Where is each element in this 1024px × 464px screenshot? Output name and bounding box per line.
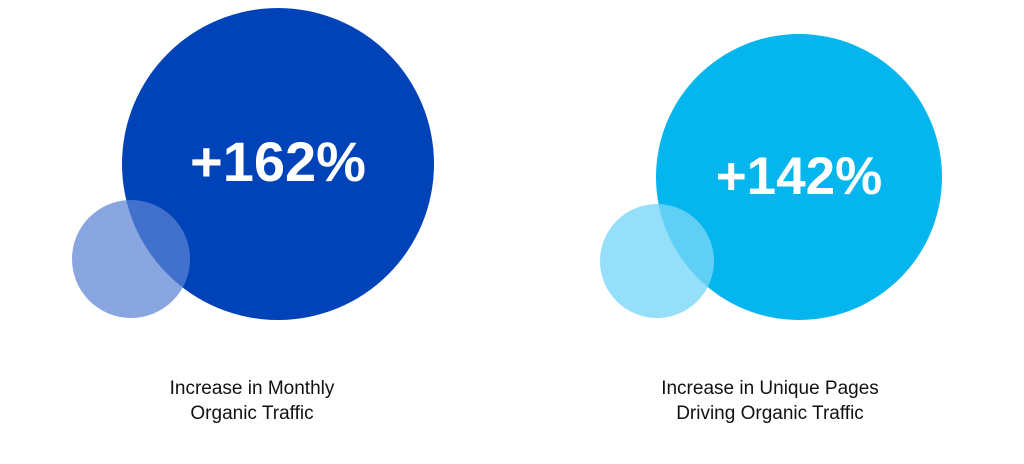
metric-unique-pages: +142% Increase in Unique Pages Driving O… bbox=[512, 0, 1024, 464]
small-overlay-circle bbox=[72, 200, 190, 318]
stat-caption: Increase in Unique Pages Driving Organic… bbox=[600, 376, 940, 426]
caption-line: Increase in Unique Pages bbox=[661, 378, 879, 399]
stat-value: +162% bbox=[190, 130, 366, 193]
caption-line: Driving Organic Traffic bbox=[676, 403, 864, 424]
caption-line: Increase in Monthly bbox=[169, 378, 335, 399]
metric-monthly-organic-traffic: +162% Increase in Monthly Organic Traffi… bbox=[72, 8, 434, 426]
caption-line: Organic Traffic bbox=[190, 403, 314, 424]
small-overlay-circle bbox=[600, 204, 714, 318]
stat-caption: Increase in Monthly Organic Traffic bbox=[102, 376, 402, 426]
stat-value: +142% bbox=[715, 147, 883, 206]
